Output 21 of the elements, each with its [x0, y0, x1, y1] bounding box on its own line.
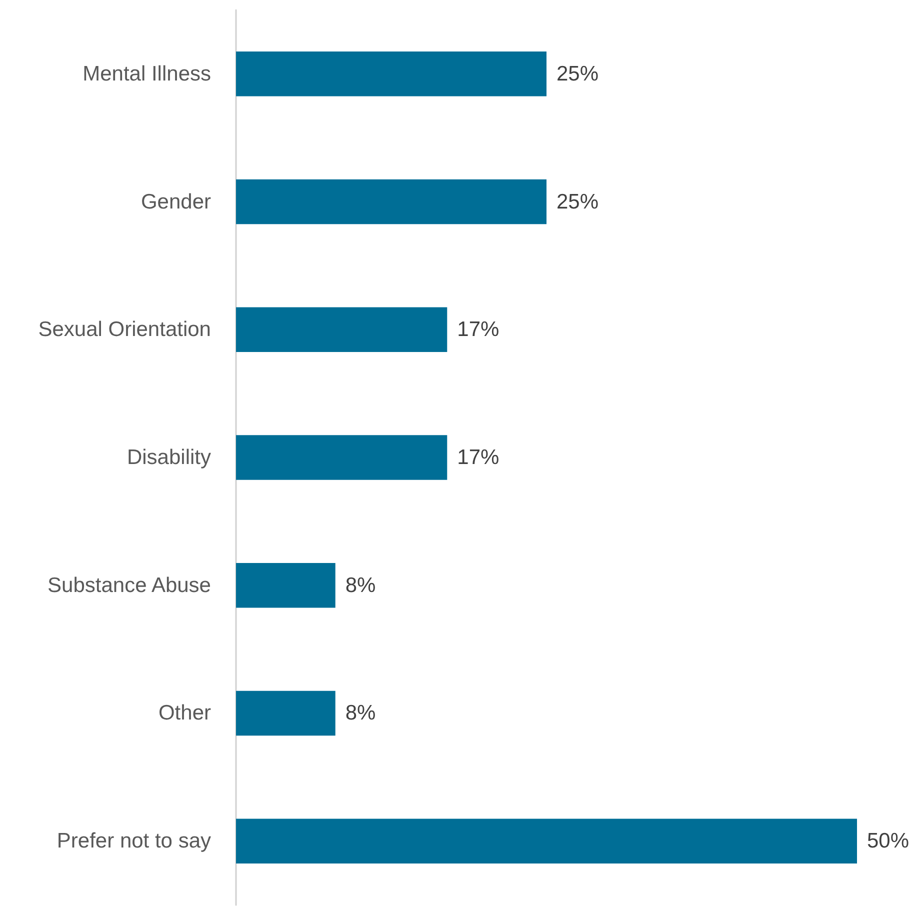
data-label: 17%	[457, 318, 500, 342]
data-label: 8%	[345, 702, 376, 725]
y-tick-label: Prefer not to say	[56, 830, 212, 853]
y-tick-label: Sexual Orientation	[38, 318, 211, 342]
data-label: 50%	[867, 830, 910, 853]
y-tick-label: Other	[158, 702, 211, 725]
y-tick-label: Mental Illness	[82, 62, 211, 86]
data-label: 25%	[556, 62, 599, 86]
bar	[236, 307, 448, 352]
data-label: 8%	[345, 574, 376, 597]
y-tick-label: Disability	[126, 446, 212, 469]
bar	[236, 179, 546, 224]
bar	[236, 435, 448, 480]
y-tick-label: Substance Abuse	[48, 574, 211, 597]
data-label: 25%	[556, 190, 599, 214]
bar	[236, 562, 336, 608]
data-label: 17%	[457, 446, 500, 469]
bar	[236, 690, 336, 736]
bar	[236, 818, 857, 864]
bar	[236, 52, 546, 96]
y-tick-label: Gender	[140, 190, 212, 214]
